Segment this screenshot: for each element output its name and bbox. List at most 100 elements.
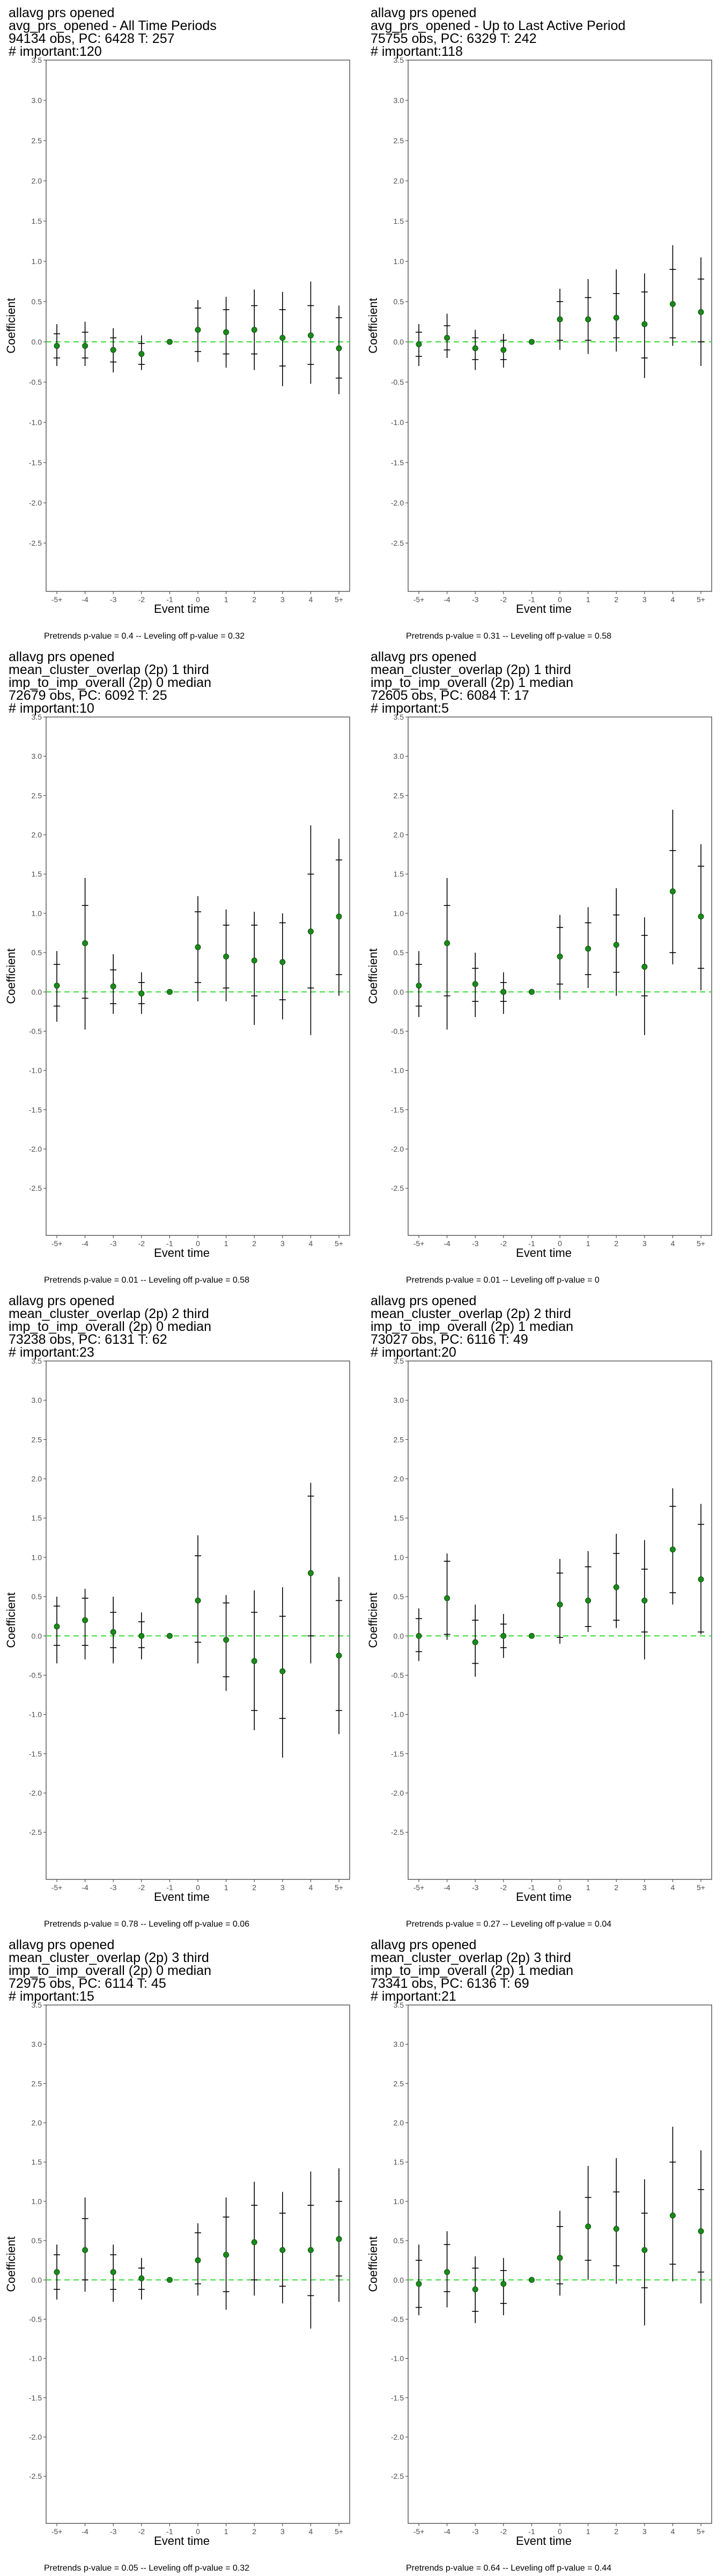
chart-title-line: 73238 obs, PC: 6131 T: 62 bbox=[9, 1332, 167, 1347]
x-tick-label: 4 bbox=[309, 1883, 313, 1892]
y-tick-label: 1.0 bbox=[394, 257, 404, 266]
chart-panel-5: allavg prs opened mean_cluster_overlap (2… bbox=[0, 1288, 354, 1932]
y-tick-label: 0.5 bbox=[32, 1592, 42, 1601]
coefficient-point bbox=[223, 2251, 230, 2258]
coefficient-point bbox=[223, 1637, 230, 1643]
x-tick-label: -5+ bbox=[413, 1883, 425, 1892]
y-tick-label: 1.0 bbox=[32, 909, 42, 918]
coefficient-point bbox=[500, 347, 507, 353]
chart-title-line: 73341 obs, PC: 6136 T: 69 bbox=[371, 1976, 529, 1991]
chart-title-line: mean_cluster_overlap (2p) 1 third bbox=[371, 662, 571, 677]
x-tick-label: 5+ bbox=[335, 1239, 343, 1248]
chart-panel-7: allavg prs opened mean_cluster_overlap (2… bbox=[0, 1932, 354, 2576]
coefficient-point bbox=[698, 913, 704, 920]
coefficient-point bbox=[251, 327, 257, 333]
coefficient-point bbox=[444, 1595, 450, 1601]
chart-title-line: allavg prs opened bbox=[9, 1293, 114, 1308]
coefficient-point bbox=[669, 2212, 676, 2219]
x-tick-label: 1 bbox=[586, 1239, 590, 1248]
y-tick-label: 3.5 bbox=[394, 2001, 404, 2009]
y-tick-label: 3.5 bbox=[32, 1357, 42, 1365]
y-tick-label: -1.5 bbox=[391, 1750, 404, 1758]
x-tick-label: 2 bbox=[614, 1883, 618, 1892]
pvalue-caption: Pretrends p-value = 0.4 -- Leveling off … bbox=[44, 632, 245, 641]
coefficient-point bbox=[336, 913, 342, 920]
coefficient-point bbox=[613, 941, 619, 948]
y-tick-label: 0.0 bbox=[32, 338, 42, 346]
y-tick-label: 2.0 bbox=[394, 2119, 404, 2127]
coefficient-point bbox=[641, 321, 648, 327]
coefficient-point bbox=[585, 946, 592, 952]
x-axis-label: Event time bbox=[516, 1890, 572, 1904]
y-tick-label: -2.0 bbox=[29, 1145, 42, 1153]
y-tick-label: -2.0 bbox=[29, 2433, 42, 2441]
pvalue-caption: Pretrends p-value = 0.01 -- Leveling off… bbox=[406, 1276, 600, 1285]
y-tick-label: 2.5 bbox=[394, 1435, 404, 1444]
y-axis-label: Coefficient bbox=[4, 948, 18, 1004]
x-tick-label: 5+ bbox=[335, 2527, 343, 2536]
x-tick-label: 1 bbox=[586, 1883, 590, 1892]
x-tick-label: -3 bbox=[472, 2527, 479, 2536]
coefficient-point bbox=[279, 1668, 286, 1674]
y-tick-label: -2.0 bbox=[391, 2433, 404, 2441]
coefficient-point bbox=[251, 2239, 257, 2245]
chart-title-line: mean_cluster_overlap (2p) 2 third bbox=[371, 1306, 571, 1321]
x-tick-label: -3 bbox=[110, 1239, 117, 1248]
y-tick-label: 3.0 bbox=[32, 1396, 42, 1404]
chart-title-line: 72679 obs, PC: 6092 T: 25 bbox=[9, 688, 167, 703]
x-tick-label: 3 bbox=[280, 1883, 285, 1892]
coefficient-point bbox=[54, 343, 60, 349]
coefficient-point bbox=[528, 2277, 535, 2283]
y-tick-label: 3.0 bbox=[394, 2040, 404, 2048]
coefficient-point bbox=[698, 2228, 704, 2235]
x-tick-label: 5+ bbox=[335, 595, 343, 604]
x-tick-label: 1 bbox=[224, 1883, 228, 1892]
chart-title-line: mean_cluster_overlap (2p) 2 third bbox=[9, 1306, 209, 1321]
y-axis-label: Coefficient bbox=[4, 1592, 18, 1648]
x-tick-label: 4 bbox=[671, 2527, 675, 2536]
coefficient-point bbox=[166, 2277, 173, 2283]
chart-title-line: imp_to_imp_overall (2p) 0 median bbox=[9, 1319, 211, 1334]
coefficient-point bbox=[698, 309, 704, 315]
x-tick-label: -2 bbox=[500, 595, 507, 604]
x-tick-label: 4 bbox=[309, 2527, 313, 2536]
chart-title-line: avg_prs_opened - Up to Last Active Perio… bbox=[371, 18, 625, 33]
coefficient-point bbox=[54, 983, 60, 989]
x-tick-label: 3 bbox=[642, 2527, 647, 2536]
chart-title-line: imp_to_imp_overall (2p) 1 median bbox=[371, 1319, 573, 1334]
y-tick-label: -0.5 bbox=[29, 1671, 42, 1679]
y-tick-label: 2.0 bbox=[32, 831, 42, 839]
y-tick-label: -0.5 bbox=[391, 2315, 404, 2323]
chart-panel-3: allavg prs opened mean_cluster_overlap (2… bbox=[0, 644, 354, 1288]
x-tick-label: -5+ bbox=[51, 2527, 63, 2536]
y-tick-label: 3.5 bbox=[32, 2001, 42, 2009]
x-tick-label: -1 bbox=[528, 1883, 535, 1892]
y-tick-label: 0.5 bbox=[394, 1592, 404, 1601]
chart-title-line: mean_cluster_overlap (2p) 3 third bbox=[9, 1950, 209, 1965]
y-tick-label: 0.5 bbox=[394, 297, 404, 306]
chart-title-line: 75755 obs, PC: 6329 T: 242 bbox=[371, 31, 537, 46]
x-tick-label: 1 bbox=[586, 595, 590, 604]
x-tick-label: 5+ bbox=[697, 1883, 705, 1892]
x-tick-label: 5+ bbox=[697, 1239, 705, 1248]
coefficient-point bbox=[251, 957, 257, 964]
coefficient-point bbox=[195, 944, 201, 950]
chart-title-line: imp_to_imp_overall (2p) 0 median bbox=[9, 1963, 211, 1978]
coefficient-point bbox=[444, 2269, 450, 2275]
y-tick-label: -2.0 bbox=[29, 1789, 42, 1797]
y-tick-label: -2.5 bbox=[29, 539, 42, 547]
y-tick-label: 1.0 bbox=[394, 909, 404, 918]
y-tick-label: 0.0 bbox=[32, 1631, 42, 1640]
y-tick-label: -2.0 bbox=[391, 1789, 404, 1797]
pvalue-caption: Pretrends p-value = 0.64 -- Leveling off… bbox=[406, 2564, 611, 2573]
x-tick-label: -1 bbox=[166, 595, 173, 604]
y-tick-label: 2.5 bbox=[394, 136, 404, 145]
y-tick-label: 2.5 bbox=[394, 791, 404, 800]
y-tick-label: -1.5 bbox=[29, 458, 42, 467]
pvalue-caption: Pretrends p-value = 0.31 -- Leveling off… bbox=[406, 632, 611, 641]
x-tick-label: 2 bbox=[252, 2527, 256, 2536]
y-tick-label: 0.5 bbox=[32, 2236, 42, 2245]
